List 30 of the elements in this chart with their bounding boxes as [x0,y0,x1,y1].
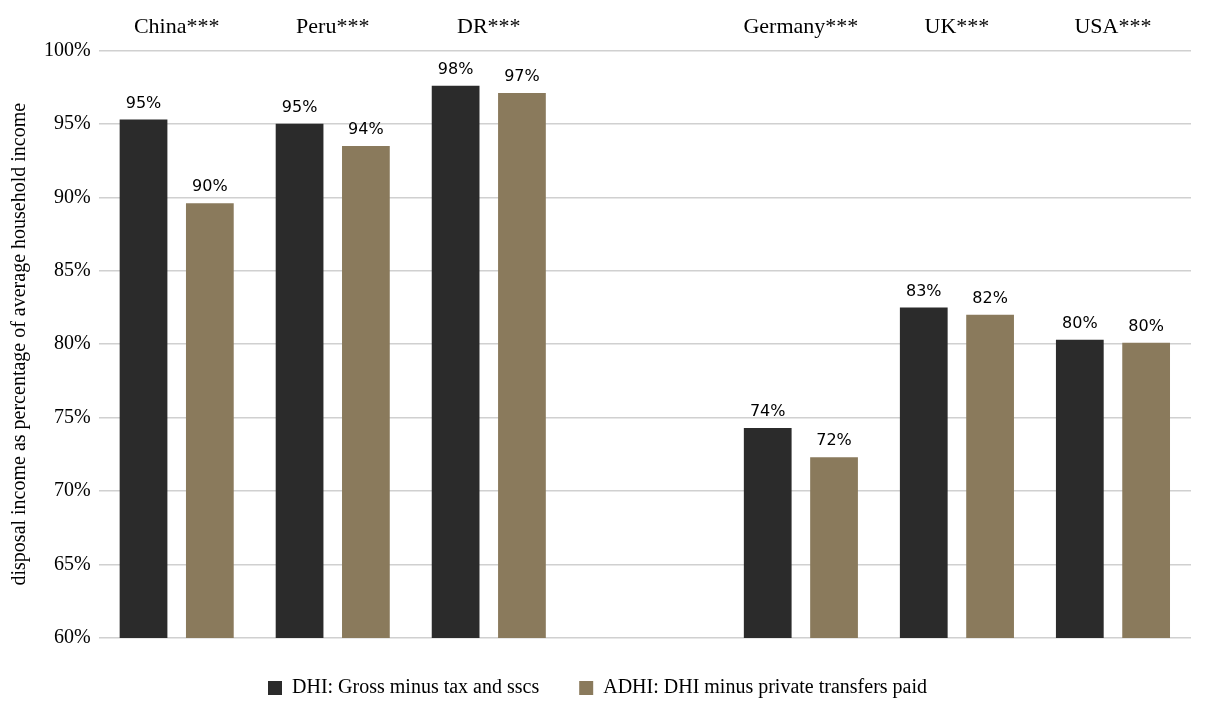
data-label: 98% [437,58,474,78]
y-tick-label: 95% [53,111,91,134]
y-axis-title: disposal income as percentage of average household income [7,102,31,586]
x-tick-label: Germany*** [743,12,859,38]
y-tick-label: 80% [53,331,91,354]
legend-label: ADHI: DHI minus private transfers paid [603,675,928,699]
data-label: 95% [125,92,162,112]
y-tick-label: 60% [53,625,91,648]
data-label: 97% [504,66,540,86]
data-label: 80% [1128,315,1164,335]
x-tick-label: DR*** [457,12,521,38]
x-tick-label: USA*** [1074,12,1152,38]
data-label: 74% [749,401,786,421]
data-label: 90% [192,176,228,196]
data-label: 80% [1062,312,1098,332]
data-label: 95% [281,97,318,117]
y-tick-label: 90% [53,184,91,207]
y-tick-label: 85% [53,258,91,280]
x-tick-label: Peru*** [296,12,370,38]
y-tick-label: 65% [53,551,91,574]
y-tick-label: 75% [53,404,91,427]
legend-label: DHI: Gross minus tax and sscs [291,675,540,698]
data-label: 94% [348,119,384,139]
y-tick-label: 100% [43,37,91,60]
x-tick-label: UK*** [924,12,990,38]
data-label: 83% [905,280,942,300]
data-label: 72% [816,430,852,450]
data-label: 82% [972,287,1008,307]
y-tick-label: 70% [53,478,91,501]
x-tick-label: China*** [133,12,220,38]
